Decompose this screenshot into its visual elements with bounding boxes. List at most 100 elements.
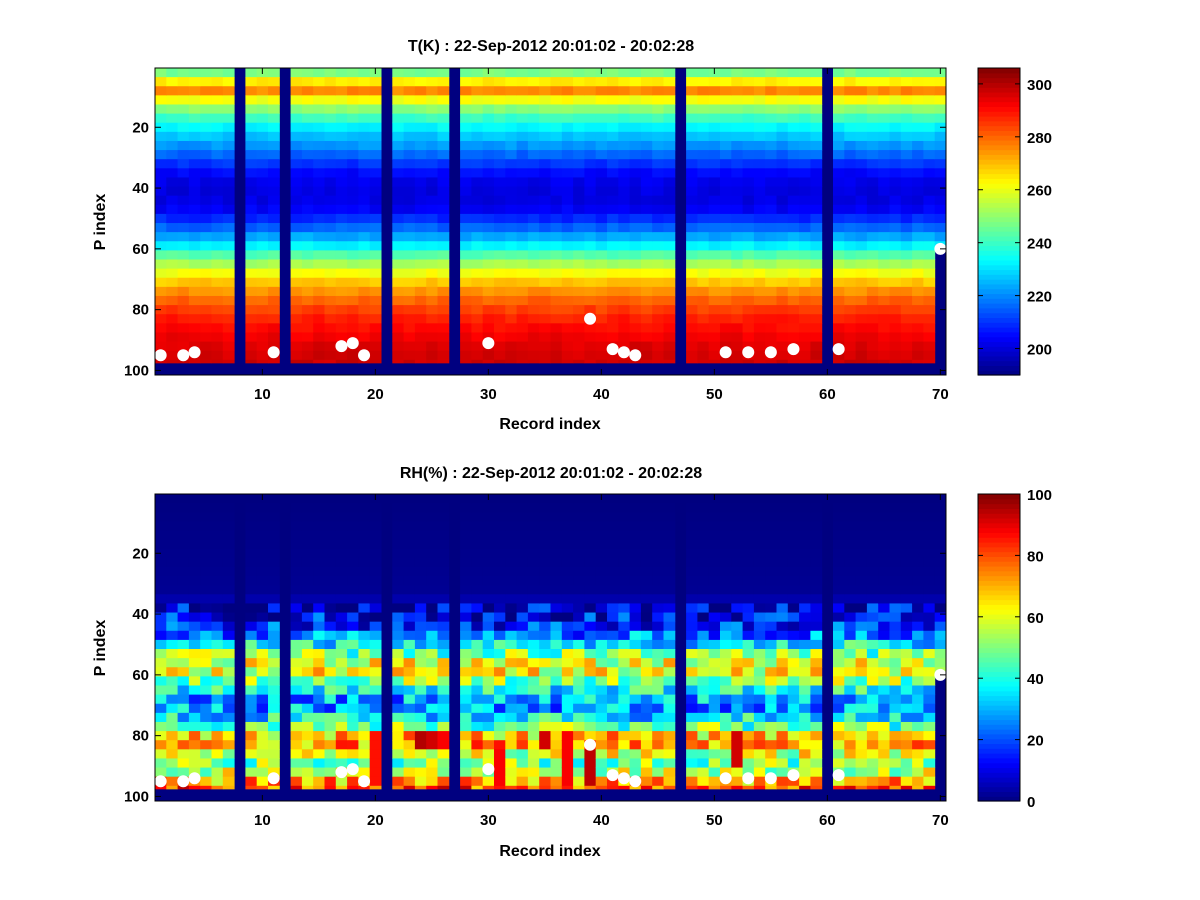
heatmap-cell (301, 359, 314, 364)
heatmap-cell (731, 585, 744, 595)
heatmap-cell (268, 232, 280, 242)
heatmap-cell (245, 658, 258, 668)
heatmap-cell (686, 548, 698, 559)
heatmap-cell (697, 186, 710, 197)
heatmap-cell (403, 250, 416, 260)
heatmap-cell (245, 213, 258, 224)
heatmap-cell (471, 639, 484, 650)
heatmap-column (482, 494, 495, 790)
heatmap-cell (663, 113, 676, 124)
heatmap-cell (369, 749, 382, 759)
heatmap-cell (878, 305, 890, 315)
heatmap-cell (335, 122, 348, 133)
heatmap-cell (618, 494, 631, 504)
heatmap-cell (686, 603, 698, 614)
heatmap-cell (358, 749, 371, 759)
heatmap-cell (640, 740, 653, 750)
heatmap-cell (527, 295, 540, 306)
heatmap-cell (550, 195, 563, 206)
heatmap-cell (290, 676, 303, 686)
heatmap-cell (211, 557, 224, 568)
heatmap-cell (301, 204, 314, 215)
heatmap-cell (584, 213, 597, 224)
heatmap-cell (527, 721, 540, 732)
heatmap-cell (211, 712, 224, 723)
heatmap-cell (290, 305, 303, 315)
heatmap-cell (855, 749, 868, 759)
heatmap-cell (245, 113, 258, 124)
heatmap-cell (437, 113, 450, 124)
heatmap-cell (301, 113, 314, 124)
heatmap-cell (301, 77, 314, 87)
heatmap-cell (290, 150, 303, 160)
heatmap-cell (222, 530, 235, 541)
heatmap-cell (211, 667, 224, 677)
heatmap-cell (550, 204, 563, 215)
heatmap-cell (742, 113, 755, 124)
heatmap-cell (550, 621, 563, 632)
heatmap-cell (731, 286, 744, 297)
heatmap-cell (889, 314, 902, 324)
heatmap-cell (799, 767, 811, 778)
heatmap-cell (245, 259, 258, 270)
heatmap-cell (889, 576, 902, 586)
heatmap-cell (539, 612, 551, 623)
heatmap-cell (833, 612, 845, 623)
heatmap-cell (437, 512, 450, 522)
heatmap-cell (313, 494, 325, 504)
heatmap-cell (878, 530, 890, 541)
heatmap-cell (426, 86, 438, 96)
heatmap-cell (889, 86, 902, 96)
heatmap-cell (414, 213, 427, 224)
heatmap-cell (561, 758, 574, 769)
heatmap-cell (211, 630, 224, 641)
heatmap-cell (720, 223, 732, 233)
heatmap-cell (731, 785, 744, 790)
heatmap-cell (810, 332, 823, 343)
heatmap-cell (855, 512, 868, 522)
heatmap-column (833, 494, 845, 790)
heatmap-cell (889, 649, 902, 659)
heatmap-cell (844, 195, 857, 206)
heatmap-cell (573, 639, 585, 650)
heatmap-cell (584, 131, 597, 142)
heatmap-cell (392, 286, 405, 297)
heatmap-cell (934, 649, 947, 659)
heatmap-cell (245, 95, 258, 105)
heatmap-cell (403, 676, 416, 686)
heatmap-cell (776, 295, 789, 306)
colorbar-segment (978, 517, 1020, 524)
heatmap-cell (878, 323, 890, 333)
heatmap-cell (268, 213, 280, 224)
heatmap-cell (313, 785, 325, 790)
heatmap-cell (324, 494, 337, 504)
heatmap-cell (573, 576, 585, 586)
heatmap-cell (539, 359, 551, 364)
heatmap-cell (618, 295, 631, 306)
heatmap-cell (392, 250, 405, 260)
heatmap-cell (584, 539, 597, 550)
heatmap-cell (889, 277, 902, 288)
heatmap-cell (358, 639, 371, 650)
heatmap-cell (607, 232, 619, 242)
heatmap-cell (290, 177, 303, 188)
heatmap-cell (437, 305, 450, 315)
heatmap-cell (765, 150, 777, 160)
heatmap-cell (155, 168, 167, 178)
heatmap-cell (720, 286, 732, 297)
heatmap-cell (222, 548, 235, 559)
heatmap-cell (414, 122, 427, 133)
heatmap-cell (313, 630, 325, 641)
heatmap-cell (494, 576, 506, 586)
heatmap-cell (912, 232, 924, 242)
heatmap-cell (652, 286, 664, 297)
heatmap-cell (923, 77, 936, 87)
heatmap-cell (765, 512, 777, 522)
heatmap-cell (833, 530, 845, 541)
heatmap-cell (753, 658, 766, 668)
heatmap-cell (720, 512, 732, 522)
heatmap-cell (460, 232, 472, 242)
heatmap-cell (403, 68, 416, 78)
heatmap-cell (573, 332, 585, 343)
heatmap-column (482, 68, 495, 364)
